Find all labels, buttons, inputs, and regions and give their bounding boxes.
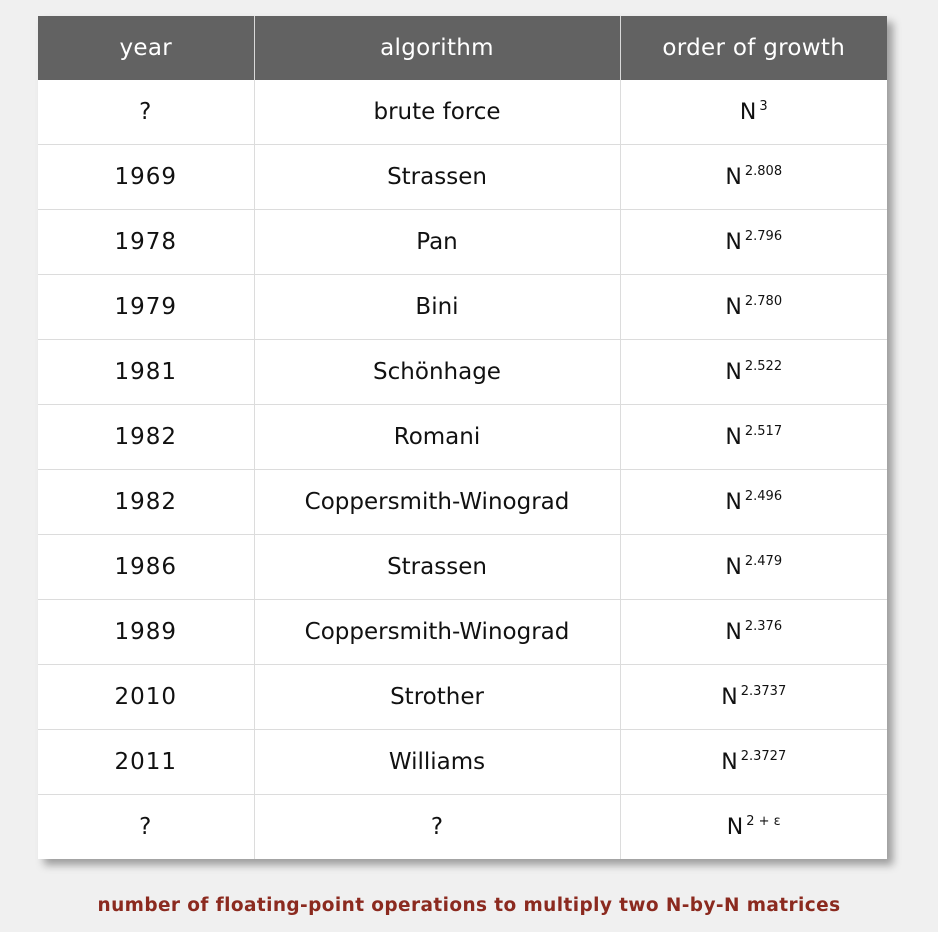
algorithm-cell: Romani bbox=[253, 404, 620, 470]
algorithm-cell: brute force bbox=[253, 80, 620, 145]
order-of-growth-cell: N 2.808 bbox=[619, 144, 887, 210]
year-cell: 2010 bbox=[38, 664, 254, 730]
table-row: 1979 Bini N 2.780 bbox=[38, 274, 887, 340]
order-base: N bbox=[725, 360, 742, 385]
matrix-multiplication-table: year algorithm order of growth ? brute fo… bbox=[38, 16, 887, 859]
order-of-growth-cell: N 2.796 bbox=[619, 209, 887, 275]
table-row: 1969 Strassen N 2.808 bbox=[38, 144, 887, 210]
order-exponent: 2.479 bbox=[744, 554, 783, 569]
order-of-growth-cell: N 2.496 bbox=[619, 469, 887, 535]
table-row: 2011 Williams N 2.3727 bbox=[38, 729, 887, 795]
order-base: N bbox=[725, 490, 742, 515]
order-base: N bbox=[721, 685, 738, 710]
order-base: N bbox=[725, 295, 742, 320]
order-of-growth-cell: N 2.3737 bbox=[619, 664, 887, 730]
order-base: N bbox=[721, 750, 738, 775]
year-cell: 1986 bbox=[38, 534, 254, 600]
year-cell: 1978 bbox=[38, 209, 254, 275]
table-row: 1982 Coppersmith-Winograd N 2.496 bbox=[38, 469, 887, 535]
algorithm-cell: Pan bbox=[253, 209, 620, 275]
order-of-growth-cell: N 2.522 bbox=[619, 339, 887, 405]
year-cell: 1979 bbox=[38, 274, 254, 340]
table-row: 1981 Schönhage N 2.522 bbox=[38, 339, 887, 405]
year-cell: 2011 bbox=[38, 729, 254, 795]
order-exponent: 2 + ε bbox=[746, 814, 781, 829]
algorithm-cell: Coppersmith-Winograd bbox=[253, 469, 620, 535]
order-base: N bbox=[739, 100, 757, 125]
header-algorithm: algorithm bbox=[253, 16, 620, 80]
table-caption: number of floating-point operations to m… bbox=[97, 895, 841, 916]
order-of-growth-cell: N 2.780 bbox=[619, 274, 887, 340]
algorithms-table: year algorithm order of growth ? brute fo… bbox=[38, 16, 887, 859]
algorithm-cell: Strassen bbox=[253, 144, 620, 210]
order-base: N bbox=[725, 425, 742, 450]
order-of-growth-cell: N 2.517 bbox=[619, 404, 887, 470]
year-cell: 1982 bbox=[38, 469, 254, 535]
table-body: ? brute force N 3 1969 Strassen N 2.808 1978 Pan N… bbox=[38, 80, 887, 859]
order-exponent: 3 bbox=[759, 99, 768, 114]
order-exponent: 2.522 bbox=[744, 359, 783, 374]
order-base: N bbox=[725, 165, 742, 190]
year-cell: ? bbox=[38, 794, 254, 859]
year-cell: ? bbox=[139, 99, 153, 125]
order-exponent: 2.780 bbox=[744, 294, 783, 309]
year-cell: 1969 bbox=[38, 144, 254, 210]
order-exponent: 2.796 bbox=[744, 229, 783, 244]
algorithm-cell: Strassen bbox=[253, 534, 620, 600]
year-cell: 1981 bbox=[38, 339, 254, 405]
table-row: 1989 Coppersmith-Winograd N 2.376 bbox=[38, 599, 887, 665]
order-of-growth-cell: N 2.376 bbox=[619, 599, 887, 665]
order-exponent: 2.3727 bbox=[740, 749, 787, 764]
order-exponent: 2.376 bbox=[744, 619, 783, 634]
header-row: year algorithm order of growth bbox=[38, 16, 887, 80]
table-row: 1978 Pan N 2.796 bbox=[38, 209, 887, 275]
order-exponent: 2.517 bbox=[744, 424, 783, 439]
header-year: year bbox=[38, 16, 254, 80]
order-of-growth-cell: N 2.3727 bbox=[619, 729, 887, 795]
algorithm-cell: Coppersmith-Winograd bbox=[253, 599, 620, 665]
algorithm-cell: Schönhage bbox=[253, 339, 620, 405]
table-row: ? brute force N 3 bbox=[38, 80, 887, 145]
order-exponent: 2.496 bbox=[744, 489, 783, 504]
table-row: 1986 Strassen N 2.479 bbox=[38, 534, 887, 600]
order-exponent: 2.808 bbox=[744, 164, 783, 179]
order-base: N bbox=[726, 815, 744, 840]
table-header: year algorithm order of growth bbox=[38, 16, 887, 80]
table-row: ?? N 2 + ε bbox=[38, 794, 887, 859]
order-base: N bbox=[725, 230, 742, 255]
table-row: 2010 Strother N 2.3737 bbox=[38, 664, 887, 730]
algorithm-cell: ? bbox=[253, 794, 620, 859]
order-base: N bbox=[725, 620, 742, 645]
order-exponent: 2.3737 bbox=[740, 684, 787, 699]
order-of-growth-cell: N 2.479 bbox=[619, 534, 887, 600]
year-cell: 1989 bbox=[38, 599, 254, 665]
algorithm-cell: Williams bbox=[253, 729, 620, 795]
algorithm-cell: Strother bbox=[253, 664, 620, 730]
order-base: N bbox=[725, 555, 742, 580]
algorithm-cell: Bini bbox=[253, 274, 620, 340]
table-row: 1982 Romani N 2.517 bbox=[38, 404, 887, 470]
header-order-of-growth: order of growth bbox=[619, 16, 887, 80]
year-cell: 1982 bbox=[38, 404, 254, 470]
